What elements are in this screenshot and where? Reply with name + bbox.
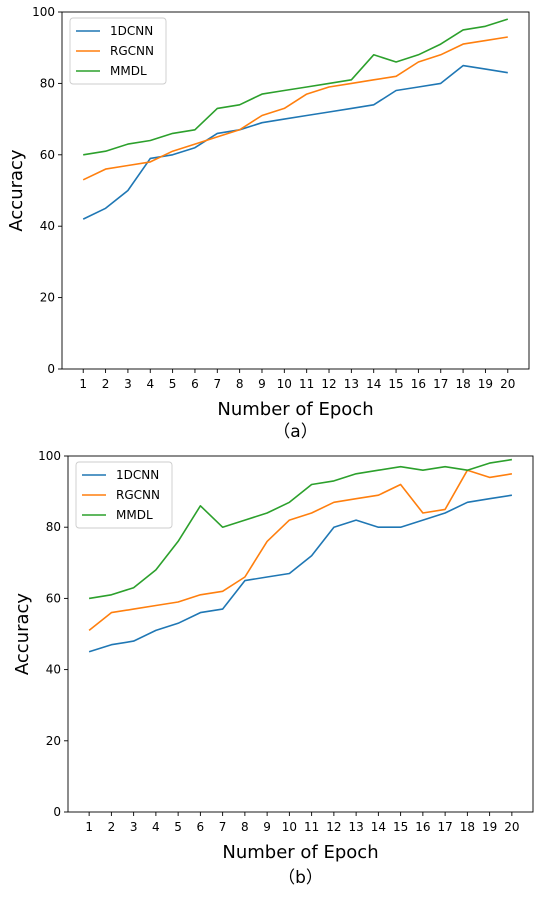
legend-box bbox=[69, 17, 167, 85]
x-tick-label: 8 bbox=[236, 377, 244, 391]
x-tick-label: 18 bbox=[455, 377, 470, 391]
legend-label-rgcnn: RGCNN bbox=[110, 44, 154, 58]
x-tick-label: 18 bbox=[460, 820, 475, 834]
legend-label-1dcnn: 1DCNN bbox=[110, 24, 153, 38]
x-tick-label: 19 bbox=[482, 820, 497, 834]
x-tick-label: 6 bbox=[197, 820, 205, 834]
x-tick-label: 1 bbox=[85, 820, 93, 834]
x-tick-label: 16 bbox=[411, 377, 426, 391]
x-tick-label: 20 bbox=[500, 377, 515, 391]
x-tick-label: 12 bbox=[326, 820, 341, 834]
x-tick-label: 17 bbox=[433, 377, 448, 391]
x-tick-label: 2 bbox=[108, 820, 116, 834]
legend-box bbox=[75, 461, 173, 529]
y-tick-label: 20 bbox=[40, 291, 55, 305]
x-tick-label: 15 bbox=[388, 377, 403, 391]
y-tick-label: 100 bbox=[38, 449, 61, 463]
x-tick-label: 5 bbox=[174, 820, 182, 834]
x-tick-label: 9 bbox=[258, 377, 266, 391]
x-tick-label: 9 bbox=[263, 820, 271, 834]
x-tick-label: 17 bbox=[437, 820, 452, 834]
y-tick-label: 40 bbox=[40, 219, 55, 233]
x-tick-label: 1 bbox=[79, 377, 87, 391]
figure-caption: （a） bbox=[273, 422, 317, 442]
y-tick-label: 20 bbox=[46, 734, 61, 748]
x-tick-label: 5 bbox=[169, 377, 177, 391]
x-tick-label: 7 bbox=[213, 377, 221, 391]
y-tick-label: 80 bbox=[46, 520, 61, 534]
series-line-rgcnn bbox=[88, 469, 513, 632]
plot-frame bbox=[67, 455, 534, 813]
x-tick-label: 11 bbox=[299, 377, 314, 391]
y-tick-label: 100 bbox=[32, 5, 55, 19]
y-tick-label: 40 bbox=[46, 663, 61, 677]
legend-label-rgcnn: RGCNN bbox=[116, 488, 160, 502]
x-tick-label: 11 bbox=[304, 820, 319, 834]
legend-label-1dcnn: 1DCNN bbox=[116, 468, 159, 482]
x-tick-label: 2 bbox=[102, 377, 110, 391]
x-tick-label: 3 bbox=[124, 377, 132, 391]
legend-label-mmdl: MMDL bbox=[116, 508, 153, 522]
x-tick-label: 15 bbox=[393, 820, 408, 834]
series-line-1dcnn bbox=[82, 64, 508, 220]
x-tick-label: 13 bbox=[344, 377, 359, 391]
y-tick-label: 0 bbox=[47, 362, 55, 376]
x-tick-label: 4 bbox=[152, 820, 160, 834]
legend: 1DCNN RGCNN MMDL bbox=[75, 461, 173, 529]
x-tick-label: 6 bbox=[191, 377, 199, 391]
y-tick-label: 60 bbox=[46, 591, 61, 605]
figure-caption: （b） bbox=[278, 868, 323, 888]
y-tick-label: 60 bbox=[40, 148, 55, 162]
x-tick-label: 10 bbox=[282, 820, 297, 834]
x-tick-label: 13 bbox=[348, 820, 363, 834]
y-axis-label: Accuracy bbox=[12, 593, 33, 676]
legend: 1DCNN RGCNN MMDL bbox=[69, 17, 167, 85]
x-tick-label: 20 bbox=[504, 820, 519, 834]
x-tick-label: 3 bbox=[130, 820, 138, 834]
x-tick-label: 12 bbox=[321, 377, 336, 391]
x-tick-label: 10 bbox=[277, 377, 292, 391]
y-axis-label: Accuracy bbox=[6, 149, 27, 232]
series-line-rgcnn bbox=[82, 36, 508, 181]
x-tick-label: 16 bbox=[415, 820, 430, 834]
x-tick-label: 19 bbox=[478, 377, 493, 391]
y-tick-label: 80 bbox=[40, 76, 55, 90]
series-line-1dcnn bbox=[88, 494, 513, 653]
x-tick-label: 8 bbox=[241, 820, 249, 834]
chart-b: 1 2 3 4 5 6 7 8 9 10 11 12 13 14 15 16 17 18 19 20020406080… bbox=[12, 449, 534, 888]
plot-frame bbox=[61, 11, 530, 370]
x-tick-label: 4 bbox=[146, 377, 154, 391]
legend-label-mmdl: MMDL bbox=[110, 64, 147, 78]
chart-a: 1 2 3 4 5 6 7 8 9 10 11 12 13 14 15 16 17 18 19 20020406080… bbox=[6, 5, 530, 442]
y-tick-label: 0 bbox=[53, 805, 61, 819]
x-tick-label: 7 bbox=[219, 820, 227, 834]
x-axis-label: Number of Epoch bbox=[222, 842, 378, 863]
x-tick-label: 14 bbox=[371, 820, 386, 834]
series-line-mmdl bbox=[88, 458, 513, 600]
x-axis-label: Number of Epoch bbox=[217, 399, 373, 420]
series-line-mmdl bbox=[83, 18, 509, 156]
x-tick-label: 14 bbox=[366, 377, 381, 391]
